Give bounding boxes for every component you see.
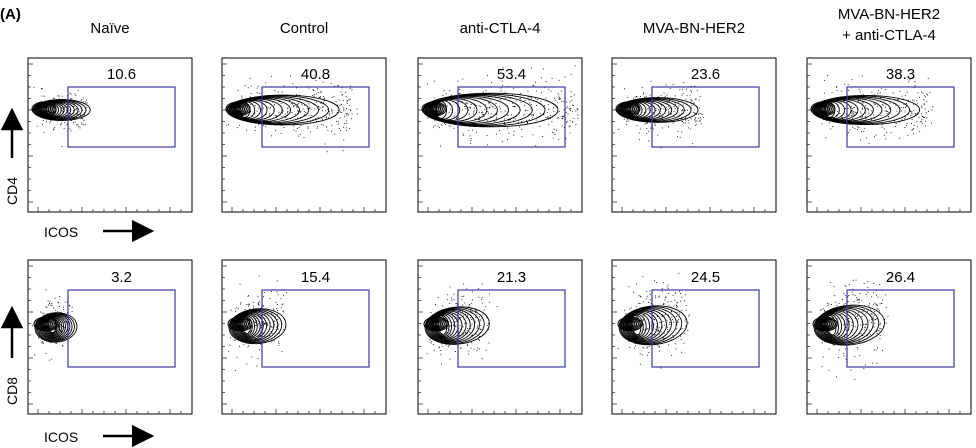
gate-rectangle — [457, 289, 566, 368]
gate-percentage-label: 38.3 — [886, 66, 915, 83]
axis-ticks — [612, 63, 766, 212]
contour-plot: 23.6 — [611, 57, 777, 213]
axis-ticks — [612, 265, 766, 414]
column-title: MVA-BN-HER2 — [643, 20, 745, 37]
contour-lines — [421, 92, 559, 128]
contour-plot: 3.2 — [27, 259, 193, 415]
column-title: Control — [280, 20, 328, 37]
contour-plot: 40.8 — [221, 57, 387, 213]
gate-rectangle — [457, 86, 566, 148]
axis-ticks — [418, 63, 572, 212]
gate-rectangle — [651, 86, 760, 148]
gate-percentage-label: 15.4 — [301, 269, 330, 286]
contour-lines — [33, 312, 78, 343]
contour-plot: 15.4 — [221, 259, 387, 415]
x-axis-label: ICOS — [44, 224, 78, 240]
contour-lines — [31, 99, 91, 121]
gate-percentage-label: 24.5 — [691, 269, 720, 286]
axis-ticks — [28, 63, 182, 212]
axis-ticks — [28, 265, 182, 414]
gate-rectangle — [67, 86, 176, 148]
gate-rectangle — [261, 289, 370, 368]
gate-rectangle — [651, 289, 760, 368]
gate-rectangle — [261, 86, 370, 148]
row1-x-axis: ICOS — [44, 219, 155, 243]
y-axis-label: CD8 — [4, 377, 20, 405]
column-title: MVA-BN-HER2 + anti-CTLA-4 — [838, 6, 940, 44]
contour-plot: 21.3 — [417, 259, 583, 415]
axis-ticks — [807, 265, 961, 414]
gate-percentage-label: 26.4 — [886, 269, 915, 286]
row2-y-axis: CD8 — [0, 305, 24, 405]
row1-y-axis: CD4 — [0, 107, 24, 205]
axis-ticks — [418, 265, 572, 414]
gate-percentage-label: 3.2 — [111, 269, 132, 286]
gate-percentage-label: 10.6 — [107, 66, 136, 83]
contour-plot: 38.3 — [806, 57, 972, 213]
gate-rectangle — [846, 289, 955, 368]
gate-rectangle — [67, 289, 176, 368]
gate-percentage-label: 40.8 — [301, 66, 330, 83]
contour-lines — [227, 308, 287, 345]
plot-grid: 10.6 40.8 53.4 23.6 38.3 3.2 15.4 21.3 24.5 26.4 — [27, 57, 972, 415]
plot-frame — [27, 57, 193, 213]
contour-plot: 24.5 — [611, 259, 777, 415]
gate-percentage-label: 21.3 — [497, 269, 526, 286]
gate-percentage-label: 53.4 — [497, 66, 526, 83]
gate-rectangle — [846, 86, 955, 148]
column-title: anti-CTLA-4 — [460, 20, 541, 37]
plot-frame — [611, 57, 777, 213]
plot-frame — [806, 57, 972, 213]
contour-plot: 53.4 — [417, 57, 583, 213]
contour-plot: 26.4 — [806, 259, 972, 415]
plot-frame — [221, 57, 387, 213]
y-axis-label: CD4 — [4, 177, 20, 205]
column-title: Naïve — [90, 20, 129, 37]
column-titles: Naïve Control anti-CTLA-4 MVA-BN-HER2 MVA-BN… — [90, 6, 940, 44]
row2-x-axis: ICOS — [44, 424, 155, 448]
contour-lines — [225, 94, 340, 126]
axis-ticks — [222, 265, 376, 414]
panel-label: (A) — [0, 6, 21, 23]
contour-plot: 10.6 — [27, 57, 193, 213]
contour-lines — [617, 305, 688, 346]
contour-lines — [423, 306, 490, 345]
gate-percentage-label: 23.6 — [691, 66, 720, 83]
plot-frame — [417, 259, 583, 415]
contour-lines — [810, 94, 921, 126]
x-axis-label: ICOS — [44, 429, 78, 445]
axis-ticks — [807, 63, 961, 212]
